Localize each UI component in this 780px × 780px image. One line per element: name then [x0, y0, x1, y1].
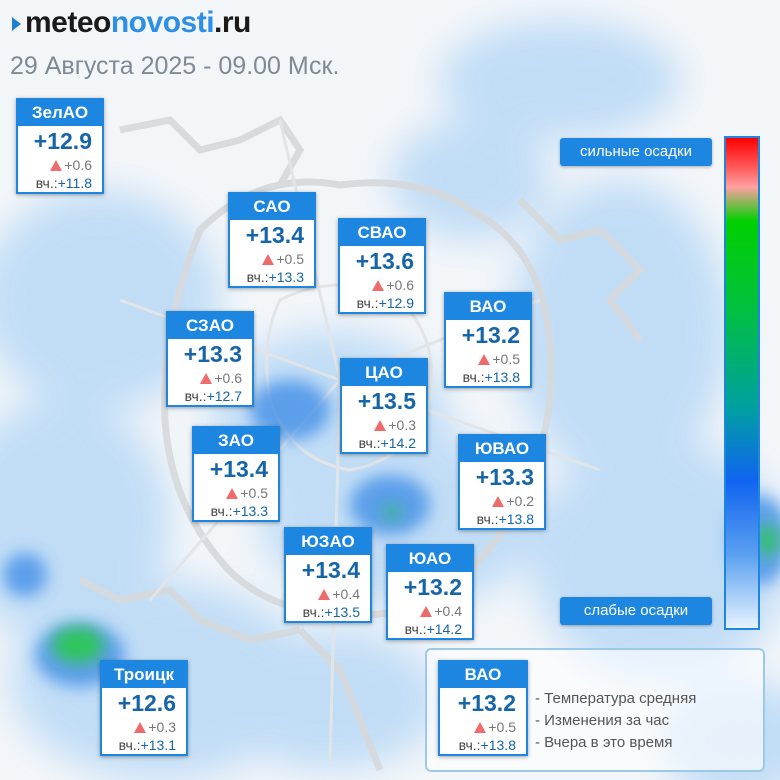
hourly-change: +0.5 [440, 718, 526, 736]
temperature: +13.3 [475, 464, 534, 490]
district-card-yuzao: ЮЗАО +13.4 +0.4 вч.:+13.5 [284, 527, 372, 623]
scale-label-heavy: сильные осадки [560, 138, 712, 166]
yesterday-temperature: вч.:+13.5 [302, 604, 360, 620]
legend-average-temperature: - Температура средняя [535, 690, 697, 707]
yesterday-temperature: вч.:+13.3 [246, 269, 304, 285]
district-name: ЦАО [342, 360, 426, 386]
legend-sample-card: ВАО +13.2 +0.5 вч.:+13.8 [438, 660, 528, 756]
yesterday-temperature: вч.:+14.2 [358, 435, 416, 451]
increase-arrow-icon [134, 722, 147, 733]
hourly-change: +0.4 [388, 602, 472, 620]
increase-arrow-icon [372, 280, 385, 291]
yesterday-temperature: вч.:+13.8 [458, 737, 516, 753]
hourly-change: +0.5 [230, 250, 314, 268]
increase-arrow-icon [374, 420, 387, 431]
increase-arrow-icon [420, 606, 433, 617]
legend-yesterday: - Вчера в это время [535, 734, 673, 751]
district-name: ВАО [440, 662, 526, 688]
yesterday-temperature: вч.:+14.2 [404, 621, 462, 637]
temperature: +13.3 [183, 341, 242, 367]
district-card-troitsk: Троицк +12.6 +0.3 вч.:+13.1 [100, 660, 188, 756]
forecast-date: 29 Августа 2025 - 09.00 Мск. [10, 52, 340, 80]
district-name: Троицк [102, 662, 186, 688]
district-card-zelao: ЗелАО +12.9 +0.6 вч.:+11.8 [16, 98, 104, 194]
hourly-change: +0.3 [102, 718, 186, 736]
temperature: +13.5 [357, 388, 416, 414]
temperature: +13.4 [245, 222, 304, 248]
increase-arrow-icon [50, 160, 63, 171]
site-logo[interactable]: meteonovosti.ru [12, 6, 251, 40]
increase-arrow-icon [318, 589, 331, 600]
district-name: СВАО [340, 220, 424, 246]
district-name: ЗелАО [18, 100, 102, 126]
district-card-vao: ВАО +13.2 +0.5 вч.:+13.8 [444, 292, 532, 388]
logo-text-meteo: meteo [25, 6, 111, 39]
hourly-change: +0.3 [342, 416, 426, 434]
hourly-change: +0.2 [460, 492, 544, 510]
hourly-change: +0.4 [286, 585, 370, 603]
increase-arrow-icon [262, 254, 275, 265]
legend-hourly-change: - Изменения за час [535, 712, 670, 729]
temperature: +13.6 [355, 248, 414, 274]
district-card-svao: СВАО +13.6 +0.6 вч.:+12.9 [338, 218, 426, 314]
yesterday-temperature: вч.:+13.8 [476, 511, 534, 527]
district-card-cao: ЦАО +13.5 +0.3 вч.:+14.2 [340, 358, 428, 454]
district-name: СЗАО [168, 313, 252, 339]
district-name: ЗАО [194, 428, 278, 454]
temperature: +12.6 [117, 690, 176, 716]
logo-text-domain: .ru [214, 6, 251, 39]
yesterday-temperature: вч.:+12.7 [184, 388, 242, 404]
district-name: ЮАО [388, 546, 472, 572]
logo-text-novosti: novosti [110, 6, 215, 39]
yesterday-temperature: вч.:+12.9 [356, 295, 414, 311]
yesterday-temperature: вч.:+11.8 [35, 175, 92, 191]
heavy-precipitation-area [52, 506, 778, 663]
increase-arrow-icon [226, 488, 239, 499]
yesterday-temperature: вч.:+13.8 [462, 369, 520, 385]
temperature: +13.2 [403, 574, 462, 600]
temperature: +13.2 [461, 322, 520, 348]
district-card-sao: САО +13.4 +0.5 вч.:+13.3 [228, 192, 316, 288]
district-name: САО [230, 194, 314, 220]
district-name: ВАО [446, 294, 530, 320]
scale-label-light: слабые осадки [560, 597, 712, 625]
hourly-change: +0.5 [446, 350, 530, 368]
temperature: +12.9 [33, 128, 92, 154]
precipitation-scale-bar [724, 136, 760, 630]
yesterday-temperature: вч.:+13.3 [210, 503, 268, 519]
hourly-change: +0.6 [340, 276, 424, 294]
district-card-yuvao: ЮВАО +13.3 +0.2 вч.:+13.8 [458, 434, 546, 530]
moscow-boundary [78, 115, 645, 772]
district-card-yuao: ЮАО +13.2 +0.4 вч.:+14.2 [386, 544, 474, 640]
yesterday-temperature: вч.:+13.1 [118, 737, 176, 753]
temperature: +13.2 [457, 690, 516, 716]
district-card-zao: ЗАО +13.4 +0.5 вч.:+13.3 [192, 426, 280, 522]
increase-arrow-icon [474, 722, 487, 733]
logo-mark-icon [12, 17, 21, 32]
temperature: +13.4 [301, 557, 360, 583]
increase-arrow-icon [478, 354, 491, 365]
district-name: ЮЗАО [286, 529, 370, 555]
district-card-szao: СЗАО +13.3 +0.6 вч.:+12.7 [166, 311, 254, 407]
increase-arrow-icon [200, 373, 213, 384]
hourly-change: +0.6 [18, 156, 102, 174]
hourly-change: +0.6 [168, 369, 252, 387]
temperature: +13.4 [209, 456, 268, 482]
hourly-change: +0.5 [194, 484, 278, 502]
district-name: ЮВАО [460, 436, 544, 462]
increase-arrow-icon [492, 496, 505, 507]
